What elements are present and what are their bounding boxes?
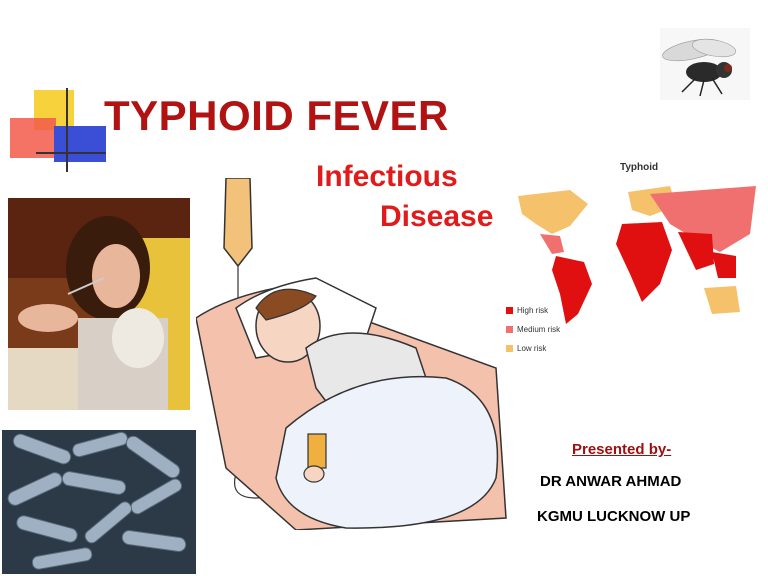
presenter-organization: KGMU LUCKNOW UP xyxy=(537,508,691,525)
legend-low-risk: Low risk xyxy=(506,344,560,353)
bacteria-micrograph xyxy=(2,430,196,574)
subtitle-disease: Disease xyxy=(380,200,494,233)
fly-icon xyxy=(660,28,750,100)
legend-high-risk: High risk xyxy=(506,306,560,315)
decorative-squares xyxy=(10,88,110,176)
presented-by-label: Presented by- xyxy=(572,441,672,458)
presenter-name: DR ANWAR AHMAD xyxy=(540,473,682,490)
slide-title: TYPHOID FEVER xyxy=(104,92,449,139)
subtitle-infectious: Infectious xyxy=(316,160,458,193)
map-legend: High risk Medium risk Low risk xyxy=(506,306,560,353)
legend-medium-risk: Medium risk xyxy=(506,325,560,334)
map-title: Typhoid xyxy=(620,162,659,173)
world-map-graphic xyxy=(518,186,756,324)
sick-child-photo xyxy=(8,198,190,410)
patient-illustration xyxy=(196,178,507,530)
typhoid-risk-map: Typhoid High risk Medium risk Low risk xyxy=(500,158,756,368)
